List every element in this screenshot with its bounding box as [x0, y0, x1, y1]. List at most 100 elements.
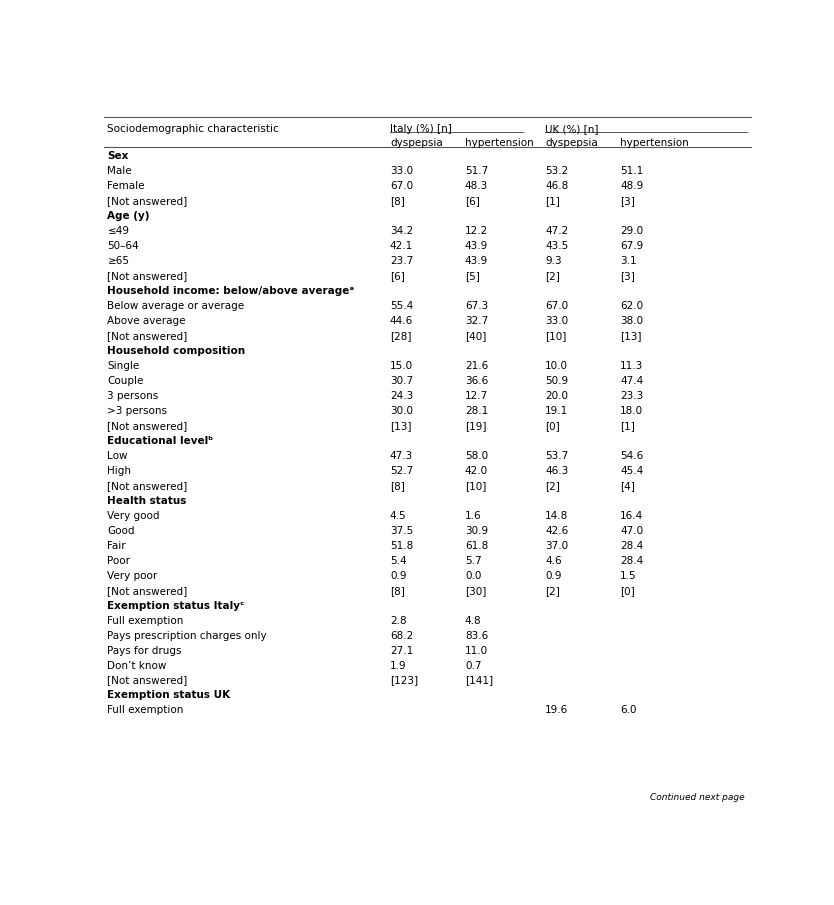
Text: [2]: [2] [545, 586, 560, 595]
Text: 51.8: 51.8 [390, 540, 413, 550]
Text: 18.0: 18.0 [620, 405, 643, 415]
Text: 12.2: 12.2 [465, 226, 488, 236]
Text: 16.4: 16.4 [620, 510, 643, 520]
Text: [0]: [0] [620, 586, 635, 595]
Text: 67.9: 67.9 [620, 241, 643, 251]
Text: [13]: [13] [620, 331, 641, 341]
Text: 33.0: 33.0 [545, 316, 568, 326]
Text: 9.3: 9.3 [545, 256, 561, 266]
Text: Full exemption: Full exemption [108, 615, 183, 625]
Text: Household income: below/above averageᵃ: Household income: below/above averageᵃ [108, 286, 354, 296]
Text: [1]: [1] [620, 421, 635, 431]
Text: hypertension: hypertension [620, 138, 689, 148]
Text: [4]: [4] [620, 481, 635, 491]
Text: 0.9: 0.9 [390, 571, 406, 581]
Text: 33.0: 33.0 [390, 167, 413, 176]
Text: 21.6: 21.6 [465, 361, 488, 371]
Text: Couple: Couple [108, 376, 143, 386]
Text: 1.5: 1.5 [620, 571, 636, 581]
Text: [10]: [10] [465, 481, 486, 491]
Text: 53.7: 53.7 [545, 451, 568, 461]
Text: 28.4: 28.4 [620, 540, 643, 550]
Text: 19.1: 19.1 [545, 405, 568, 415]
Text: 51.7: 51.7 [465, 167, 488, 176]
Text: [6]: [6] [465, 196, 480, 206]
Text: 11.3: 11.3 [620, 361, 643, 371]
Text: [Not answered]: [Not answered] [108, 586, 188, 595]
Text: 37.0: 37.0 [545, 540, 568, 550]
Text: 38.0: 38.0 [620, 316, 643, 326]
Text: Male: Male [108, 167, 132, 176]
Text: 5.7: 5.7 [465, 556, 481, 566]
Text: Exemption status UK: Exemption status UK [108, 691, 231, 700]
Text: 62.0: 62.0 [620, 301, 643, 311]
Text: 43.9: 43.9 [465, 241, 488, 251]
Text: 30.7: 30.7 [390, 376, 413, 386]
Text: 2.8: 2.8 [390, 615, 406, 625]
Text: 50.9: 50.9 [545, 376, 568, 386]
Text: [10]: [10] [545, 331, 566, 341]
Text: 20.0: 20.0 [545, 391, 568, 401]
Text: UK (%) [n]: UK (%) [n] [545, 124, 599, 134]
Text: Sociodemographic characteristic: Sociodemographic characteristic [108, 124, 279, 134]
Text: dyspepsia: dyspepsia [545, 138, 598, 148]
Text: 29.0: 29.0 [620, 226, 643, 236]
Text: 52.7: 52.7 [390, 466, 413, 476]
Text: [8]: [8] [390, 586, 404, 595]
Text: [Not answered]: [Not answered] [108, 271, 188, 281]
Text: 0.0: 0.0 [465, 571, 481, 581]
Text: 28.4: 28.4 [620, 556, 643, 566]
Text: 42.6: 42.6 [545, 526, 568, 536]
Text: 42.0: 42.0 [465, 466, 488, 476]
Text: 0.7: 0.7 [465, 661, 481, 671]
Text: Fair: Fair [108, 540, 126, 550]
Text: [123]: [123] [390, 675, 418, 685]
Text: Full exemption: Full exemption [108, 706, 183, 716]
Text: 4.8: 4.8 [465, 615, 481, 625]
Text: Good: Good [108, 526, 135, 536]
Text: 67.0: 67.0 [390, 181, 413, 191]
Text: [Not answered]: [Not answered] [108, 481, 188, 491]
Text: 24.3: 24.3 [390, 391, 413, 401]
Text: [2]: [2] [545, 271, 560, 281]
Text: Household composition: Household composition [108, 346, 245, 356]
Text: Don’t know: Don’t know [108, 661, 167, 671]
Text: 55.4: 55.4 [390, 301, 413, 311]
Text: 50–64: 50–64 [108, 241, 139, 251]
Text: [40]: [40] [465, 331, 486, 341]
Text: 42.1: 42.1 [390, 241, 413, 251]
Text: 30.9: 30.9 [465, 526, 488, 536]
Text: Exemption status Italyᶜ: Exemption status Italyᶜ [108, 601, 244, 611]
Text: 46.3: 46.3 [545, 466, 568, 476]
Text: [6]: [6] [390, 271, 404, 281]
Text: 45.4: 45.4 [620, 466, 643, 476]
Text: Age (y): Age (y) [108, 211, 150, 221]
Text: 58.0: 58.0 [465, 451, 488, 461]
Text: [19]: [19] [465, 421, 486, 431]
Text: [Not answered]: [Not answered] [108, 421, 188, 431]
Text: 23.3: 23.3 [620, 391, 643, 401]
Text: 36.6: 36.6 [465, 376, 488, 386]
Text: 14.8: 14.8 [545, 510, 568, 520]
Text: [Not answered]: [Not answered] [108, 675, 188, 685]
Text: 4.5: 4.5 [390, 510, 406, 520]
Text: Italy (%) [n]: Italy (%) [n] [390, 124, 452, 134]
Text: Very good: Very good [108, 510, 160, 520]
Text: Low: Low [108, 451, 128, 461]
Text: 28.1: 28.1 [465, 405, 488, 415]
Text: 61.8: 61.8 [465, 540, 488, 550]
Text: 3.1: 3.1 [620, 256, 636, 266]
Text: hypertension: hypertension [465, 138, 534, 148]
Text: High: High [108, 466, 132, 476]
Text: 47.2: 47.2 [545, 226, 568, 236]
Text: [1]: [1] [545, 196, 560, 206]
Text: 68.2: 68.2 [390, 631, 413, 641]
Text: 54.6: 54.6 [620, 451, 643, 461]
Text: Sex: Sex [108, 151, 129, 161]
Text: ≤49: ≤49 [108, 226, 129, 236]
Text: 43.5: 43.5 [545, 241, 568, 251]
Text: Single: Single [108, 361, 140, 371]
Text: [8]: [8] [390, 481, 404, 491]
Text: [141]: [141] [465, 675, 493, 685]
Text: 43.9: 43.9 [465, 256, 488, 266]
